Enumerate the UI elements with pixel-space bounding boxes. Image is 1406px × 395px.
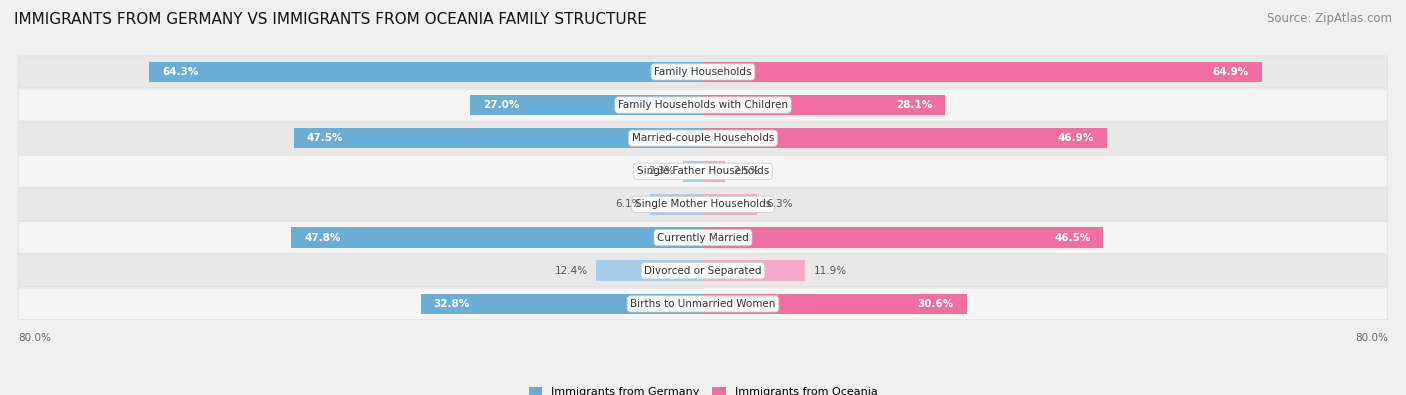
Bar bbox=[703, 260, 806, 281]
FancyBboxPatch shape bbox=[18, 122, 1388, 154]
Text: 30.6%: 30.6% bbox=[917, 299, 953, 309]
Bar bbox=[149, 62, 703, 82]
FancyBboxPatch shape bbox=[18, 155, 1388, 187]
Bar bbox=[703, 194, 758, 215]
Text: 64.9%: 64.9% bbox=[1213, 67, 1249, 77]
Text: 80.0%: 80.0% bbox=[1355, 333, 1388, 343]
FancyBboxPatch shape bbox=[18, 56, 1388, 88]
Text: 11.9%: 11.9% bbox=[814, 266, 848, 276]
Text: 28.1%: 28.1% bbox=[896, 100, 932, 110]
Bar bbox=[703, 95, 945, 115]
Text: Single Mother Households: Single Mother Households bbox=[636, 199, 770, 209]
Text: 46.5%: 46.5% bbox=[1054, 233, 1091, 243]
Bar bbox=[420, 293, 703, 314]
Bar bbox=[291, 227, 703, 248]
Text: 6.1%: 6.1% bbox=[616, 199, 643, 209]
Text: 27.0%: 27.0% bbox=[484, 100, 520, 110]
Text: Family Households with Children: Family Households with Children bbox=[619, 100, 787, 110]
Text: 47.5%: 47.5% bbox=[307, 133, 343, 143]
Text: 32.8%: 32.8% bbox=[433, 299, 470, 309]
Text: 47.8%: 47.8% bbox=[304, 233, 340, 243]
Bar bbox=[703, 128, 1107, 149]
Text: Births to Unmarried Women: Births to Unmarried Women bbox=[630, 299, 776, 309]
Text: Divorced or Separated: Divorced or Separated bbox=[644, 266, 762, 276]
Text: 2.5%: 2.5% bbox=[733, 166, 759, 176]
Text: Currently Married: Currently Married bbox=[657, 233, 749, 243]
FancyBboxPatch shape bbox=[18, 255, 1388, 287]
FancyBboxPatch shape bbox=[18, 288, 1388, 320]
Text: 6.3%: 6.3% bbox=[766, 199, 793, 209]
Legend: Immigrants from Germany, Immigrants from Oceania: Immigrants from Germany, Immigrants from… bbox=[524, 382, 882, 395]
Bar bbox=[703, 62, 1263, 82]
FancyBboxPatch shape bbox=[18, 89, 1388, 121]
Bar bbox=[703, 161, 724, 182]
Bar bbox=[703, 227, 1104, 248]
Bar bbox=[471, 95, 703, 115]
Text: Source: ZipAtlas.com: Source: ZipAtlas.com bbox=[1267, 12, 1392, 25]
Bar bbox=[651, 194, 703, 215]
Text: Single Father Households: Single Father Households bbox=[637, 166, 769, 176]
FancyBboxPatch shape bbox=[18, 222, 1388, 254]
FancyBboxPatch shape bbox=[18, 188, 1388, 220]
Bar bbox=[294, 128, 703, 149]
Text: 12.4%: 12.4% bbox=[554, 266, 588, 276]
Text: 2.3%: 2.3% bbox=[648, 166, 675, 176]
Text: Married-couple Households: Married-couple Households bbox=[631, 133, 775, 143]
Text: 46.9%: 46.9% bbox=[1057, 133, 1094, 143]
Text: 80.0%: 80.0% bbox=[18, 333, 51, 343]
Text: IMMIGRANTS FROM GERMANY VS IMMIGRANTS FROM OCEANIA FAMILY STRUCTURE: IMMIGRANTS FROM GERMANY VS IMMIGRANTS FR… bbox=[14, 12, 647, 27]
Text: 64.3%: 64.3% bbox=[162, 67, 198, 77]
Bar bbox=[683, 161, 703, 182]
Bar bbox=[703, 293, 966, 314]
Text: Family Households: Family Households bbox=[654, 67, 752, 77]
Bar bbox=[596, 260, 703, 281]
